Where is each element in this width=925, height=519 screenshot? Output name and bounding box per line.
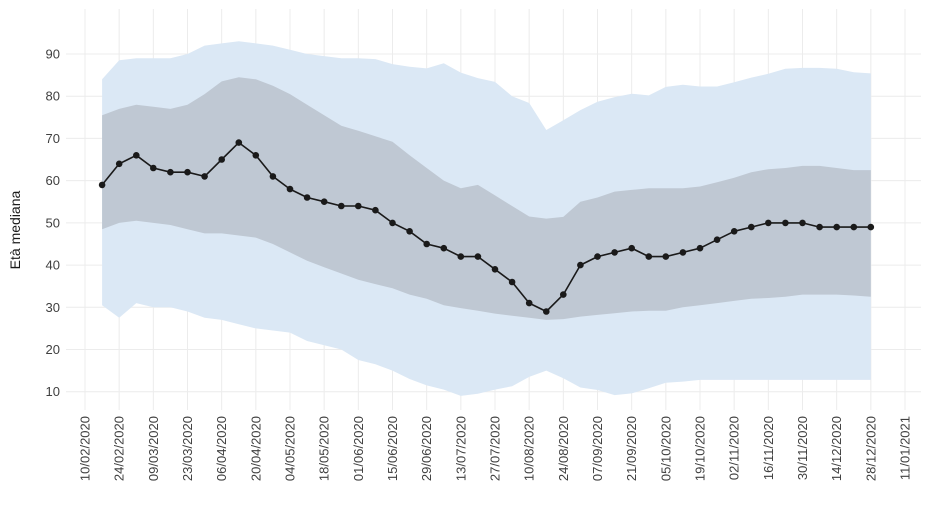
- data-point: [833, 223, 840, 231]
- data-point: [713, 236, 721, 243]
- x-tick-label: 13/07/2020: [453, 416, 468, 481]
- y-tick-label: 40: [46, 258, 60, 273]
- x-tick-label: 04/05/2020: [283, 416, 298, 481]
- x-tick-label: 15/06/2020: [385, 416, 400, 481]
- x-tick-label: 09/03/2020: [146, 416, 161, 481]
- x-tick-label: 02/11/2020: [727, 416, 742, 480]
- x-tick-label: 05/10/2020: [658, 416, 673, 481]
- x-tick-label: 27/07/2020: [488, 416, 503, 481]
- x-tick-label: 10/02/2020: [78, 416, 93, 481]
- x-tick-label: 18/05/2020: [317, 416, 332, 481]
- median-line: [101, 141, 871, 313]
- data-point: [867, 223, 875, 231]
- data-point: [525, 299, 533, 307]
- y-axis-title: Età mediana: [7, 190, 23, 270]
- x-tick-label: 10/08/2020: [522, 416, 537, 481]
- data-point: [474, 253, 482, 260]
- y-tick-label: 20: [46, 342, 60, 357]
- data-point: [850, 223, 858, 231]
- data-point: [184, 168, 191, 176]
- y-tick-label: 60: [46, 173, 60, 188]
- x-tick-label: 14/12/2020: [829, 416, 844, 481]
- data-point: [748, 223, 755, 231]
- x-tick-label: 20/04/2020: [248, 416, 263, 481]
- data-point: [338, 202, 345, 210]
- data-point: [423, 240, 431, 248]
- data-point: [218, 156, 225, 163]
- y-tick-label: 70: [46, 131, 60, 146]
- data-point: [662, 253, 670, 260]
- data-point: [252, 152, 260, 159]
- x-tick-label: 01/06/2020: [351, 416, 366, 481]
- data-point: [286, 185, 294, 193]
- data-point: [303, 194, 311, 201]
- data-point: [816, 223, 823, 231]
- data-point: [269, 173, 277, 180]
- data-point: [594, 253, 601, 260]
- data-point: [406, 228, 413, 235]
- data-point: [679, 249, 687, 256]
- data-point: [611, 249, 618, 256]
- data-point: [320, 198, 328, 205]
- data-point: [201, 173, 208, 180]
- y-tick-label: 30: [46, 300, 60, 315]
- y-tick-label: 90: [46, 47, 60, 62]
- x-tick-label: 23/03/2020: [180, 416, 195, 481]
- data-point: [696, 244, 704, 252]
- data-point: [508, 278, 516, 286]
- y-tick-label: 80: [46, 89, 60, 104]
- data-point: [372, 206, 379, 214]
- data-point: [782, 219, 789, 227]
- x-tick-label: 16/11/2020: [761, 416, 776, 480]
- data-point: [628, 244, 635, 252]
- x-tick-label: 30/11/2020: [795, 416, 810, 480]
- data-point: [355, 202, 362, 210]
- data-point: [98, 181, 106, 189]
- x-tick-label: 07/09/2020: [590, 416, 605, 481]
- data-point: [491, 266, 499, 273]
- x-tick-label: 24/02/2020: [112, 416, 127, 481]
- x-tick-label: 06/04/2020: [214, 416, 229, 481]
- y-tick-label: 50: [46, 215, 60, 230]
- data-point: [150, 164, 157, 172]
- interquartile-band: [102, 77, 871, 320]
- x-tick-label: 21/09/2020: [624, 416, 639, 481]
- data-point: [115, 160, 123, 168]
- x-tick-label: 19/10/2020: [693, 416, 708, 481]
- x-tick-label: 11/01/2021: [898, 416, 913, 480]
- x-tick-label: 24/08/2020: [556, 416, 571, 481]
- data-point: [167, 168, 174, 176]
- y-tick-label: 10: [46, 384, 60, 399]
- data-point: [235, 139, 243, 146]
- data-point: [577, 261, 584, 269]
- data-point: [645, 253, 653, 260]
- data-point: [560, 291, 567, 298]
- data-point: [765, 219, 772, 227]
- data-point: [440, 244, 448, 252]
- x-tick-label: 29/06/2020: [419, 416, 434, 481]
- x-tick-label: 28/12/2020: [863, 416, 878, 481]
- data-point: [799, 219, 806, 227]
- data-point: [457, 253, 465, 260]
- data-point: [389, 219, 396, 227]
- data-point: [133, 152, 140, 159]
- data-point: [543, 308, 550, 315]
- data-point: [730, 228, 738, 235]
